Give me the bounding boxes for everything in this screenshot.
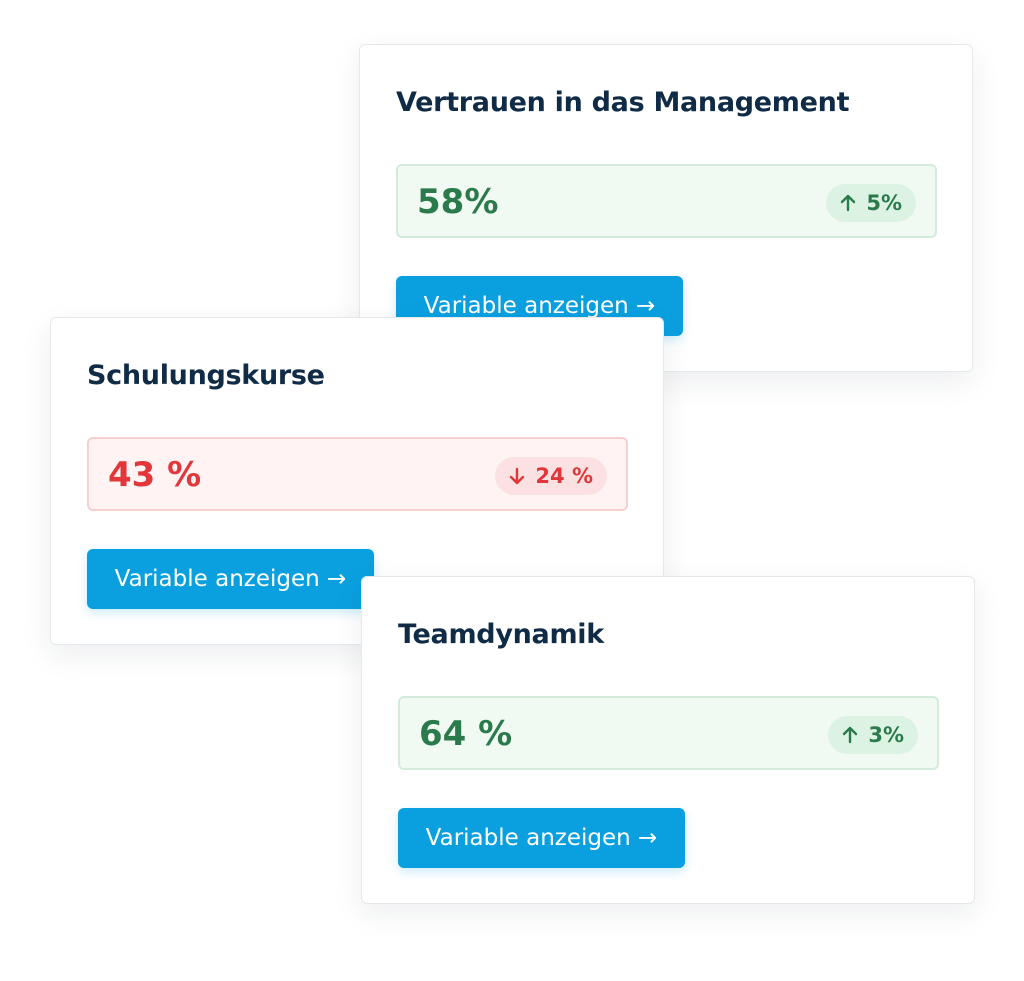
value-box: 58% 5% bbox=[396, 164, 937, 238]
trend-arrow bbox=[843, 726, 858, 744]
change-badge: 24 % bbox=[495, 457, 607, 495]
trend-arrow bbox=[841, 194, 856, 212]
card-title: Schulungskurse bbox=[87, 360, 325, 391]
view-variable-button[interactable]: Variable anzeigen → bbox=[87, 549, 374, 609]
view-variable-button[interactable]: Variable anzeigen → bbox=[398, 808, 685, 868]
metric-card: Teamdynamik 64 % 3% Variable anzeigen → bbox=[361, 576, 975, 904]
arrow-path bbox=[841, 194, 856, 212]
card-title: Vertrauen in das Management bbox=[396, 87, 850, 118]
change-value: 24 % bbox=[535, 464, 593, 488]
metric-value: 43 % bbox=[108, 455, 202, 495]
change-value: 3% bbox=[868, 723, 904, 747]
arrow-path bbox=[510, 467, 525, 485]
value-box: 43 % 24 % bbox=[87, 437, 628, 511]
value-box: 64 % 3% bbox=[398, 696, 939, 770]
card-title: Teamdynamik bbox=[398, 619, 604, 650]
arrow-path bbox=[843, 726, 858, 744]
metric-value: 58% bbox=[417, 182, 499, 222]
change-badge: 5% bbox=[826, 184, 916, 222]
metric-value: 64 % bbox=[419, 714, 513, 754]
change-value: 5% bbox=[866, 191, 902, 215]
trend-arrow bbox=[510, 467, 525, 485]
change-badge: 3% bbox=[828, 716, 918, 754]
